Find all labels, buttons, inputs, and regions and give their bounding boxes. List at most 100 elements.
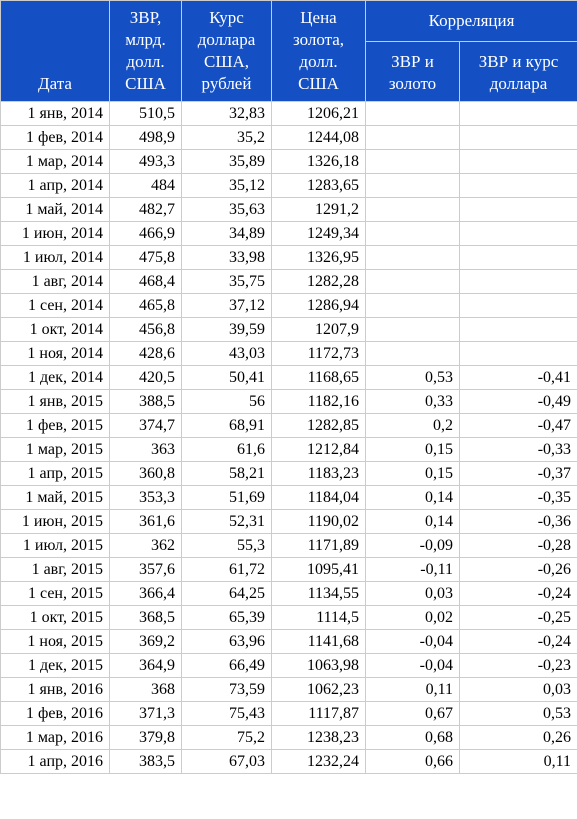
cell-zvr: 456,8 [110, 318, 182, 342]
cell-zvr: 466,9 [110, 222, 182, 246]
cell-c2: -0,36 [460, 510, 577, 534]
cell-zvr: 368,5 [110, 606, 182, 630]
cell-c1: -0,04 [366, 654, 460, 678]
cell-date: 1 май, 2014 [1, 198, 110, 222]
cell-zvr: 353,3 [110, 486, 182, 510]
table-row: 1 мар, 2016379,875,21238,230,680,26 [1, 726, 577, 750]
cell-date: 1 фев, 2016 [1, 702, 110, 726]
cell-c2: -0,24 [460, 582, 577, 606]
cell-c1 [366, 150, 460, 174]
cell-gold: 1184,04 [272, 486, 366, 510]
cell-date: 1 апр, 2014 [1, 174, 110, 198]
col-header-gold: Цена золота, долл. США [272, 1, 366, 102]
cell-date: 1 мар, 2014 [1, 150, 110, 174]
cell-zvr: 371,3 [110, 702, 182, 726]
cell-zvr: 366,4 [110, 582, 182, 606]
cell-gold: 1095,41 [272, 558, 366, 582]
cell-gold: 1232,24 [272, 750, 366, 774]
cell-date: 1 мар, 2016 [1, 726, 110, 750]
table-row: 1 янв, 2015388,5561182,160,33-0,49 [1, 390, 577, 414]
cell-c1: 0,02 [366, 606, 460, 630]
cell-usd: 37,12 [182, 294, 272, 318]
cell-gold: 1238,23 [272, 726, 366, 750]
cell-date: 1 фев, 2015 [1, 414, 110, 438]
cell-gold: 1283,65 [272, 174, 366, 198]
cell-usd: 51,69 [182, 486, 272, 510]
cell-c1: 0,14 [366, 510, 460, 534]
cell-zvr: 428,6 [110, 342, 182, 366]
cell-zvr: 364,9 [110, 654, 182, 678]
cell-date: 1 июн, 2015 [1, 510, 110, 534]
table-row: 1 окт, 2015368,565,391114,50,02-0,25 [1, 606, 577, 630]
cell-usd: 35,63 [182, 198, 272, 222]
table-row: 1 апр, 2016383,567,031232,240,660,11 [1, 750, 577, 774]
cell-usd: 67,03 [182, 750, 272, 774]
cell-zvr: 360,8 [110, 462, 182, 486]
cell-date: 1 сен, 2014 [1, 294, 110, 318]
cell-date: 1 авг, 2014 [1, 270, 110, 294]
cell-usd: 73,59 [182, 678, 272, 702]
cell-c1: 0,66 [366, 750, 460, 774]
cell-gold: 1249,34 [272, 222, 366, 246]
cell-gold: 1282,28 [272, 270, 366, 294]
cell-date: 1 окт, 2014 [1, 318, 110, 342]
cell-c2: -0,24 [460, 630, 577, 654]
cell-c1 [366, 126, 460, 150]
table-row: 1 май, 2015353,351,691184,040,14-0,35 [1, 486, 577, 510]
cell-gold: 1326,18 [272, 150, 366, 174]
cell-c1: -0,11 [366, 558, 460, 582]
cell-zvr: 361,6 [110, 510, 182, 534]
cell-c1: 0,2 [366, 414, 460, 438]
cell-usd: 75,2 [182, 726, 272, 750]
cell-usd: 55,3 [182, 534, 272, 558]
table-row: 1 мар, 2014493,335,891326,18 [1, 150, 577, 174]
table-row: 1 сен, 2014465,837,121286,94 [1, 294, 577, 318]
table-row: 1 фев, 2015374,768,911282,850,2-0,47 [1, 414, 577, 438]
table-body: 1 янв, 2014510,532,831206,211 фев, 20144… [1, 102, 577, 774]
cell-usd: 61,6 [182, 438, 272, 462]
cell-usd: 35,89 [182, 150, 272, 174]
cell-date: 1 июл, 2015 [1, 534, 110, 558]
table-row: 1 дек, 2014420,550,411168,650,53-0,41 [1, 366, 577, 390]
cell-date: 1 мар, 2015 [1, 438, 110, 462]
cell-zvr: 374,7 [110, 414, 182, 438]
table-row: 1 сен, 2015366,464,251134,550,03-0,24 [1, 582, 577, 606]
cell-usd: 75,43 [182, 702, 272, 726]
cell-gold: 1117,87 [272, 702, 366, 726]
cell-c2: -0,41 [460, 366, 577, 390]
cell-date: 1 сен, 2015 [1, 582, 110, 606]
cell-c1: 0,15 [366, 462, 460, 486]
table-row: 1 апр, 201448435,121283,65 [1, 174, 577, 198]
cell-usd: 65,39 [182, 606, 272, 630]
table-row: 1 май, 2014482,735,631291,2 [1, 198, 577, 222]
cell-c2 [460, 318, 577, 342]
cell-usd: 64,25 [182, 582, 272, 606]
cell-c1 [366, 246, 460, 270]
cell-usd: 63,96 [182, 630, 272, 654]
cell-c2 [460, 342, 577, 366]
cell-zvr: 510,5 [110, 102, 182, 126]
cell-zvr: 482,7 [110, 198, 182, 222]
cell-date: 1 дек, 2014 [1, 366, 110, 390]
cell-usd: 33,98 [182, 246, 272, 270]
cell-zvr: 484 [110, 174, 182, 198]
cell-date: 1 апр, 2016 [1, 750, 110, 774]
cell-usd: 66,49 [182, 654, 272, 678]
cell-gold: 1114,5 [272, 606, 366, 630]
cell-gold: 1206,21 [272, 102, 366, 126]
cell-zvr: 357,6 [110, 558, 182, 582]
cell-zvr: 369,2 [110, 630, 182, 654]
cell-gold: 1183,23 [272, 462, 366, 486]
cell-c1: 0,03 [366, 582, 460, 606]
table-row: 1 июл, 2014475,833,981326,95 [1, 246, 577, 270]
cell-c1 [366, 102, 460, 126]
cell-gold: 1291,2 [272, 198, 366, 222]
cell-date: 1 янв, 2014 [1, 102, 110, 126]
cell-zvr: 468,4 [110, 270, 182, 294]
cell-gold: 1326,95 [272, 246, 366, 270]
col-header-corr-gold: ЗВР и золото [366, 42, 460, 102]
cell-zvr: 379,8 [110, 726, 182, 750]
cell-c1: 0,33 [366, 390, 460, 414]
cell-c2: 0,03 [460, 678, 577, 702]
cell-c2: -0,28 [460, 534, 577, 558]
